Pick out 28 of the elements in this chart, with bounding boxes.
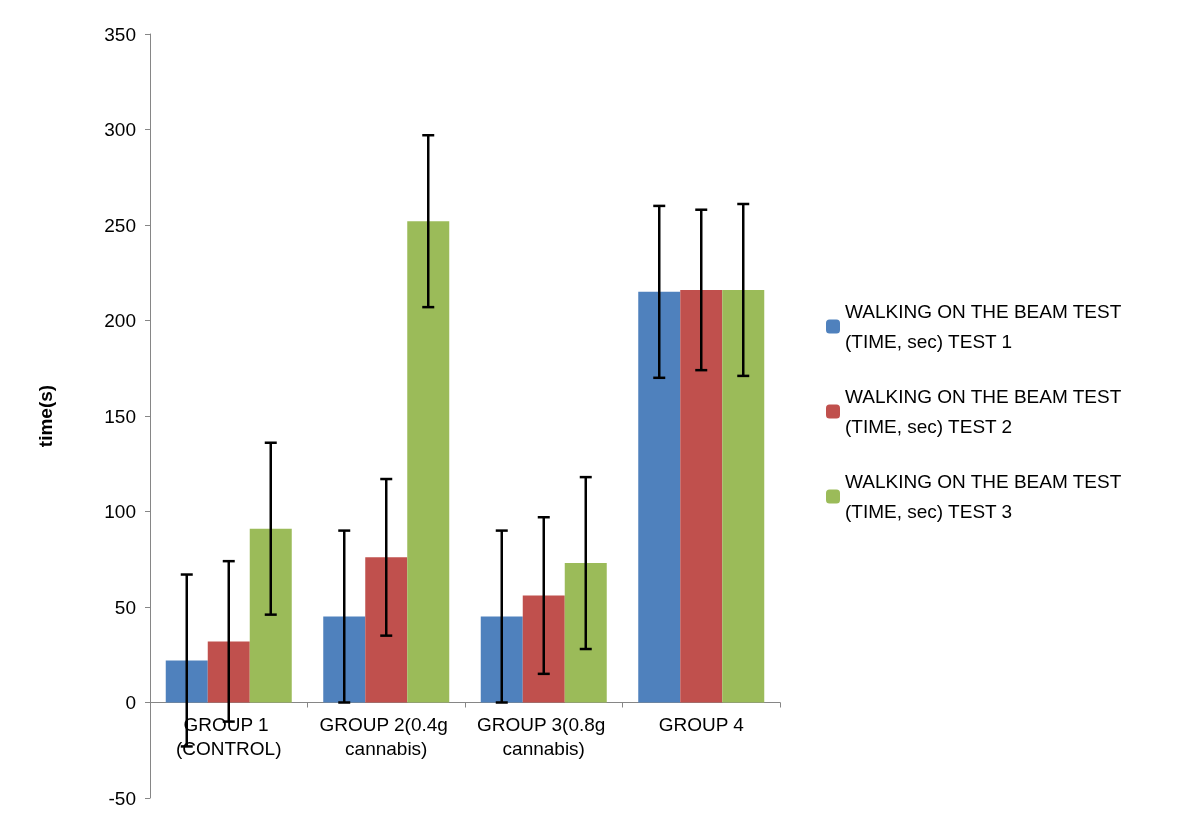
y-tick-label: 0 — [125, 692, 136, 713]
x-tick-label: GROUP 3(0.8g cannabis) — [476, 714, 611, 759]
bar — [680, 289, 723, 703]
y-tick-label: -50 — [108, 787, 136, 809]
legend-label: WALKING ON THE BEAM TEST (TIME, sec) TEST 1 — [845, 301, 1127, 352]
bar — [480, 616, 523, 703]
x-tick-label: GROUP 2(0.4g cannabis) — [319, 714, 454, 759]
y-tick-label: 200 — [104, 310, 136, 331]
y-tick-label: 100 — [104, 501, 136, 522]
y-tick-label: 350 — [104, 23, 136, 45]
bar — [638, 291, 681, 703]
bar — [365, 557, 408, 703]
y-tick-label: 250 — [104, 214, 136, 236]
bar — [522, 595, 565, 703]
y-tick-label: 150 — [104, 405, 136, 427]
legend-label: WALKING ON THE BEAM TEST (TIME, sec) TEST 2 — [845, 386, 1127, 437]
bar — [207, 641, 250, 703]
bar — [564, 563, 607, 703]
bar — [323, 616, 366, 703]
bar — [722, 289, 765, 703]
y-tick-label: 300 — [104, 119, 136, 140]
bar — [407, 221, 450, 703]
bar — [249, 528, 292, 703]
y-axis-title: time(s) — [35, 384, 56, 448]
x-tick-label: GROUP 4 — [658, 714, 745, 735]
y-tick-label: 50 — [114, 596, 136, 618]
bar — [165, 660, 208, 703]
legend-label: WALKING ON THE BEAM TEST (TIME, sec) TEST 3 — [845, 471, 1127, 522]
